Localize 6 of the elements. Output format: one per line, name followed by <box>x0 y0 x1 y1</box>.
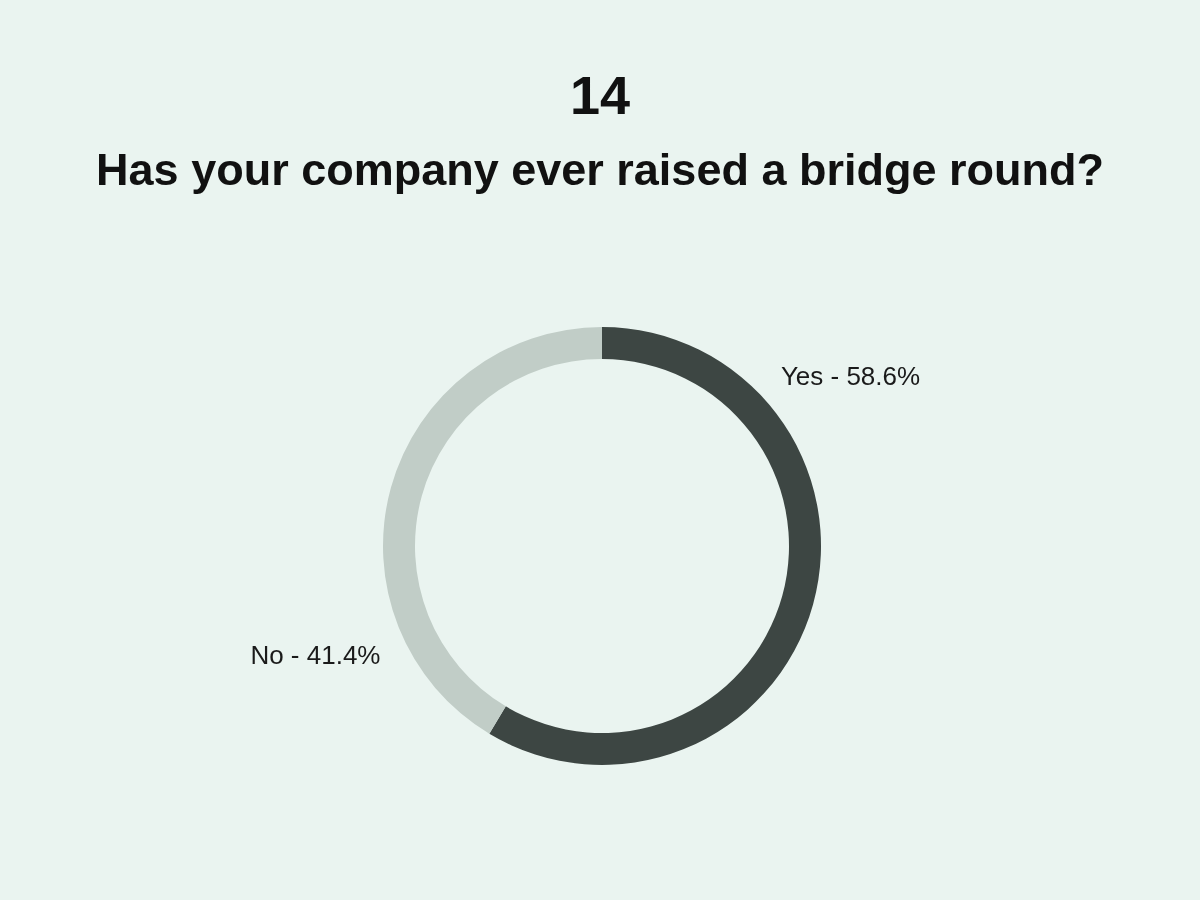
slice-label: No - 41.4% <box>250 640 381 671</box>
chart-title: 14 <box>568 64 632 127</box>
slice-label: Yes - 58.6% <box>780 360 921 391</box>
donut-slice <box>383 327 602 734</box>
chart-subtitle: Has your company ever raised a bridge round? <box>95 143 1105 197</box>
donut-slice <box>489 327 821 765</box>
